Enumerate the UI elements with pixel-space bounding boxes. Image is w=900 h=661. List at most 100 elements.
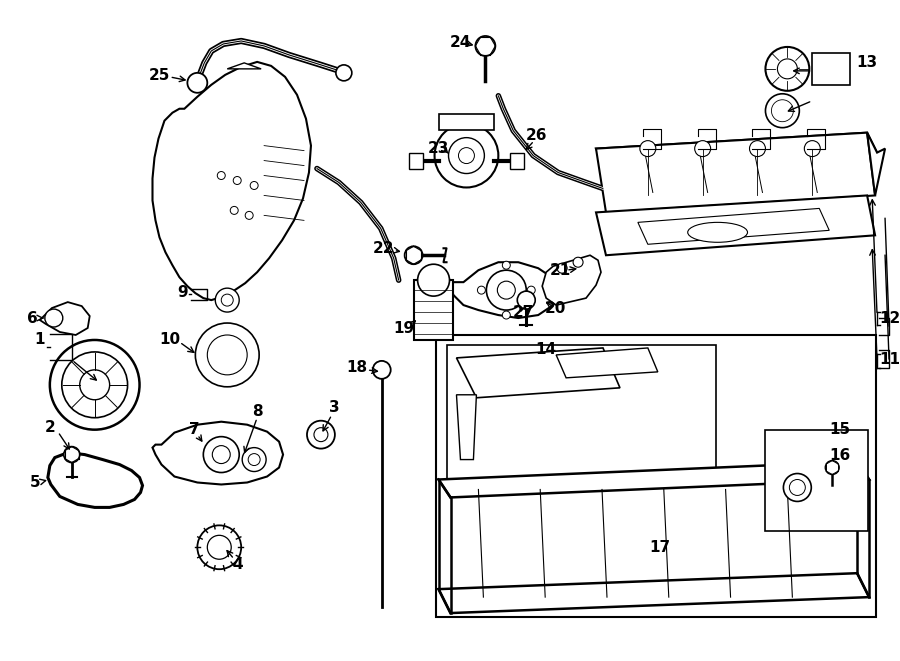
Bar [436, 335, 876, 617]
Ellipse shape [688, 222, 748, 243]
Circle shape [215, 288, 239, 312]
Circle shape [448, 137, 484, 174]
Bar [409, 153, 423, 169]
Circle shape [405, 247, 423, 264]
Text: 22: 22 [373, 241, 394, 256]
Text: 27: 27 [513, 305, 534, 319]
Bar [510, 153, 525, 169]
Text: 13: 13 [857, 56, 878, 70]
Text: 14: 14 [536, 342, 557, 358]
Polygon shape [456, 395, 476, 459]
Circle shape [783, 473, 811, 502]
Circle shape [50, 340, 140, 430]
Polygon shape [456, 348, 620, 398]
Circle shape [498, 281, 516, 299]
Circle shape [250, 182, 258, 190]
Circle shape [314, 428, 328, 442]
Text: 7: 7 [189, 422, 200, 437]
Circle shape [242, 447, 266, 471]
Text: 17: 17 [649, 540, 670, 555]
Circle shape [195, 323, 259, 387]
Text: 19: 19 [393, 321, 414, 336]
Circle shape [825, 461, 839, 475]
Polygon shape [152, 422, 284, 485]
Circle shape [248, 453, 260, 465]
Circle shape [221, 294, 233, 306]
Circle shape [187, 73, 207, 93]
Text: 5: 5 [30, 475, 40, 490]
Circle shape [766, 94, 799, 128]
Text: 10: 10 [159, 332, 180, 348]
Circle shape [207, 535, 231, 559]
Polygon shape [451, 262, 558, 318]
Polygon shape [867, 133, 885, 196]
Circle shape [766, 47, 809, 91]
Bar [438, 114, 494, 130]
Text: 18: 18 [346, 360, 367, 375]
Circle shape [557, 263, 567, 273]
Circle shape [212, 446, 230, 463]
Circle shape [771, 100, 794, 122]
Circle shape [197, 525, 241, 569]
Text: 4: 4 [232, 557, 242, 572]
Circle shape [336, 65, 352, 81]
Circle shape [80, 370, 110, 400]
Polygon shape [596, 133, 875, 212]
Text: 24: 24 [450, 36, 472, 50]
Polygon shape [152, 62, 311, 300]
Polygon shape [596, 196, 875, 255]
Circle shape [695, 141, 711, 157]
Text: 20: 20 [544, 301, 566, 315]
Polygon shape [638, 208, 829, 245]
Text: 3: 3 [328, 401, 339, 415]
Text: 6: 6 [26, 311, 37, 325]
Circle shape [217, 171, 225, 180]
Polygon shape [596, 133, 878, 171]
Circle shape [203, 437, 239, 473]
Text: 11: 11 [879, 352, 900, 368]
Polygon shape [542, 255, 601, 305]
Circle shape [518, 291, 536, 309]
Text: 23: 23 [428, 141, 449, 156]
Circle shape [418, 264, 449, 296]
Polygon shape [48, 453, 142, 508]
Circle shape [573, 257, 583, 267]
Circle shape [230, 206, 238, 214]
Polygon shape [227, 63, 261, 69]
Circle shape [640, 141, 656, 157]
Circle shape [502, 311, 510, 319]
Circle shape [307, 420, 335, 449]
Circle shape [475, 36, 495, 56]
Circle shape [502, 261, 510, 269]
Text: 1: 1 [34, 332, 45, 348]
Bar [414, 280, 454, 340]
Circle shape [45, 309, 63, 327]
Bar [766, 430, 868, 531]
Text: 25: 25 [148, 68, 170, 83]
Circle shape [245, 212, 253, 219]
Text: 26: 26 [526, 128, 547, 143]
Text: 9: 9 [177, 285, 188, 299]
Bar [446, 345, 716, 483]
Circle shape [373, 361, 391, 379]
Circle shape [207, 335, 248, 375]
Circle shape [778, 59, 797, 79]
Text: 2: 2 [44, 420, 55, 435]
Polygon shape [556, 348, 658, 378]
Text: 16: 16 [830, 448, 850, 463]
Circle shape [527, 286, 536, 294]
Polygon shape [40, 302, 90, 335]
Circle shape [789, 479, 806, 496]
Circle shape [64, 447, 80, 463]
Polygon shape [438, 573, 869, 613]
Circle shape [477, 286, 485, 294]
Text: 21: 21 [550, 262, 571, 278]
Text: 15: 15 [830, 422, 850, 437]
Circle shape [458, 147, 474, 163]
Circle shape [435, 124, 499, 188]
Circle shape [233, 176, 241, 184]
Circle shape [805, 141, 820, 157]
Circle shape [750, 141, 766, 157]
Polygon shape [438, 461, 869, 498]
Circle shape [486, 270, 526, 310]
